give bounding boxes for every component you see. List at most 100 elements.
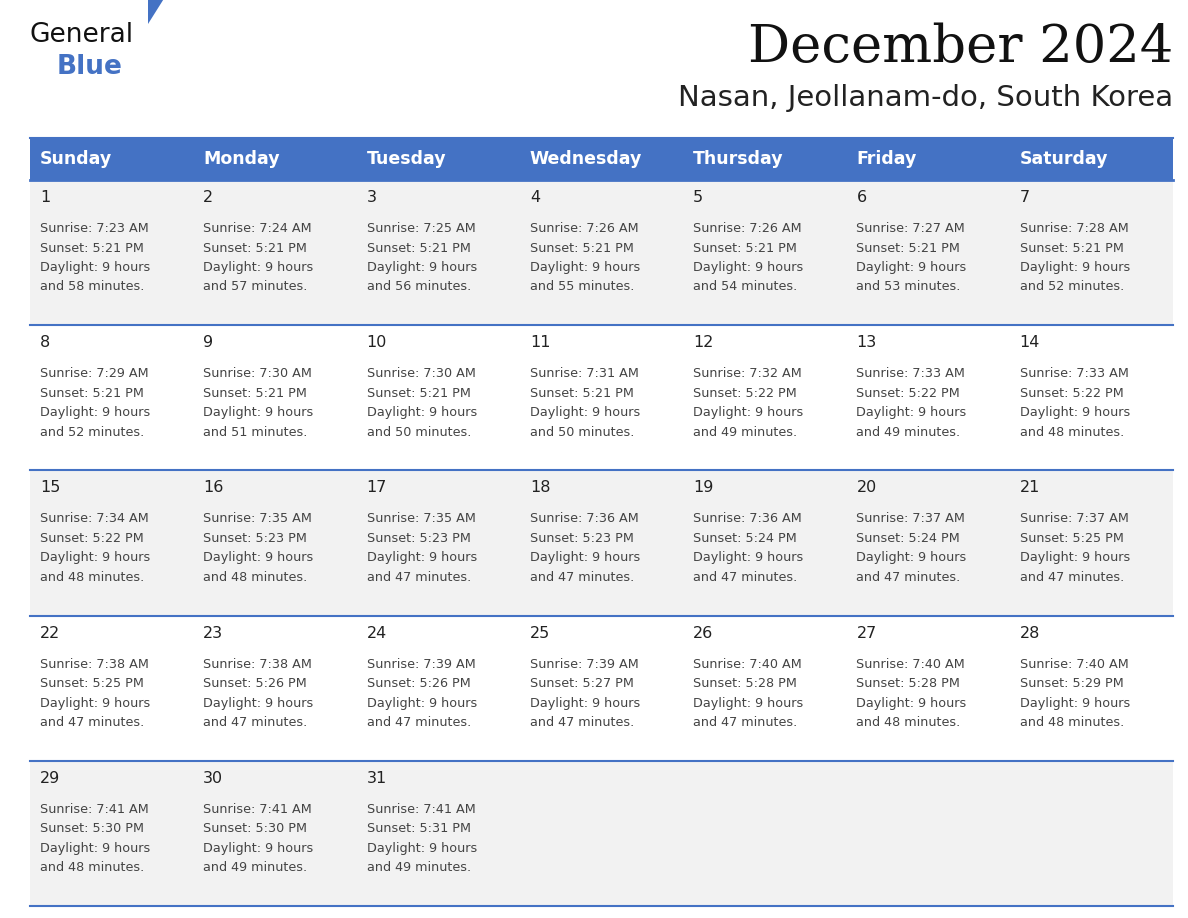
Text: Sunrise: 7:36 AM: Sunrise: 7:36 AM (693, 512, 802, 525)
Text: 6: 6 (857, 190, 866, 205)
Text: Daylight: 9 hours: Daylight: 9 hours (1019, 406, 1130, 420)
Text: and 47 minutes.: and 47 minutes. (857, 571, 961, 584)
Text: Sunset: 5:28 PM: Sunset: 5:28 PM (857, 677, 960, 690)
Text: Sunrise: 7:41 AM: Sunrise: 7:41 AM (40, 803, 148, 816)
Text: Sunset: 5:24 PM: Sunset: 5:24 PM (857, 532, 960, 545)
Text: Sunset: 5:21 PM: Sunset: 5:21 PM (530, 241, 633, 254)
Text: 24: 24 (367, 625, 387, 641)
Text: 10: 10 (367, 335, 387, 350)
Text: Daylight: 9 hours: Daylight: 9 hours (367, 697, 476, 710)
Text: Daylight: 9 hours: Daylight: 9 hours (857, 697, 967, 710)
Text: 26: 26 (693, 625, 713, 641)
Text: Daylight: 9 hours: Daylight: 9 hours (857, 406, 967, 420)
Bar (30, 470, 1173, 616)
Bar (1010, 138, 1173, 180)
Text: Daylight: 9 hours: Daylight: 9 hours (203, 842, 314, 855)
Text: Sunrise: 7:37 AM: Sunrise: 7:37 AM (1019, 512, 1129, 525)
Text: Wednesday: Wednesday (530, 150, 643, 168)
Text: Sunrise: 7:41 AM: Sunrise: 7:41 AM (203, 803, 312, 816)
Text: Sunset: 5:21 PM: Sunset: 5:21 PM (203, 241, 308, 254)
Text: Sunset: 5:21 PM: Sunset: 5:21 PM (40, 386, 144, 399)
Text: Sunrise: 7:35 AM: Sunrise: 7:35 AM (203, 512, 312, 525)
Text: Thursday: Thursday (693, 150, 784, 168)
Text: Daylight: 9 hours: Daylight: 9 hours (693, 261, 803, 274)
Text: Daylight: 9 hours: Daylight: 9 hours (40, 406, 150, 420)
Text: and 53 minutes.: and 53 minutes. (857, 281, 961, 294)
Text: 13: 13 (857, 335, 877, 350)
Text: and 58 minutes.: and 58 minutes. (40, 281, 145, 294)
Text: Sunset: 5:30 PM: Sunset: 5:30 PM (203, 823, 308, 835)
Text: and 47 minutes.: and 47 minutes. (367, 571, 470, 584)
Text: Daylight: 9 hours: Daylight: 9 hours (693, 697, 803, 710)
Text: Sunset: 5:21 PM: Sunset: 5:21 PM (693, 241, 797, 254)
Text: Sunrise: 7:30 AM: Sunrise: 7:30 AM (203, 367, 312, 380)
Text: Tuesday: Tuesday (367, 150, 447, 168)
Text: Monday: Monday (203, 150, 280, 168)
Bar (356, 138, 520, 180)
Text: 15: 15 (40, 480, 61, 496)
Text: Sunset: 5:23 PM: Sunset: 5:23 PM (367, 532, 470, 545)
Text: Sunrise: 7:32 AM: Sunrise: 7:32 AM (693, 367, 802, 380)
Text: 31: 31 (367, 771, 387, 786)
Text: and 47 minutes.: and 47 minutes. (40, 716, 144, 729)
Text: 22: 22 (40, 625, 61, 641)
Text: and 48 minutes.: and 48 minutes. (1019, 716, 1124, 729)
Text: 18: 18 (530, 480, 550, 496)
Text: Daylight: 9 hours: Daylight: 9 hours (367, 406, 476, 420)
Text: and 54 minutes.: and 54 minutes. (693, 281, 797, 294)
Text: Sunset: 5:27 PM: Sunset: 5:27 PM (530, 677, 633, 690)
Text: Friday: Friday (857, 150, 917, 168)
Text: 12: 12 (693, 335, 714, 350)
Text: and 47 minutes.: and 47 minutes. (530, 571, 634, 584)
Text: and 49 minutes.: and 49 minutes. (367, 861, 470, 874)
Text: Sunrise: 7:41 AM: Sunrise: 7:41 AM (367, 803, 475, 816)
Text: Sunrise: 7:39 AM: Sunrise: 7:39 AM (367, 657, 475, 671)
Text: and 49 minutes.: and 49 minutes. (693, 426, 797, 439)
Text: Sunset: 5:25 PM: Sunset: 5:25 PM (40, 677, 144, 690)
Text: 28: 28 (1019, 625, 1040, 641)
Text: Sunrise: 7:26 AM: Sunrise: 7:26 AM (693, 222, 802, 235)
Text: and 50 minutes.: and 50 minutes. (367, 426, 470, 439)
Text: and 56 minutes.: and 56 minutes. (367, 281, 470, 294)
Text: 8: 8 (40, 335, 50, 350)
Text: 27: 27 (857, 625, 877, 641)
Text: 9: 9 (203, 335, 214, 350)
Bar (30, 616, 1173, 761)
Text: Daylight: 9 hours: Daylight: 9 hours (367, 552, 476, 565)
Text: and 50 minutes.: and 50 minutes. (530, 426, 634, 439)
Bar (30, 325, 1173, 470)
Text: Daylight: 9 hours: Daylight: 9 hours (857, 552, 967, 565)
Text: and 48 minutes.: and 48 minutes. (40, 861, 144, 874)
Bar (683, 138, 846, 180)
Text: Sunrise: 7:40 AM: Sunrise: 7:40 AM (1019, 657, 1129, 671)
Text: 3: 3 (367, 190, 377, 205)
Text: and 47 minutes.: and 47 minutes. (203, 716, 308, 729)
Text: and 51 minutes.: and 51 minutes. (203, 426, 308, 439)
Text: Daylight: 9 hours: Daylight: 9 hours (367, 261, 476, 274)
Text: Sunset: 5:26 PM: Sunset: 5:26 PM (203, 677, 307, 690)
Polygon shape (147, 0, 165, 24)
Text: and 47 minutes.: and 47 minutes. (367, 716, 470, 729)
Text: Daylight: 9 hours: Daylight: 9 hours (693, 552, 803, 565)
Text: and 47 minutes.: and 47 minutes. (693, 716, 797, 729)
Text: Daylight: 9 hours: Daylight: 9 hours (857, 261, 967, 274)
Text: Sunset: 5:30 PM: Sunset: 5:30 PM (40, 823, 144, 835)
Text: Sunrise: 7:28 AM: Sunrise: 7:28 AM (1019, 222, 1129, 235)
Text: Sunset: 5:22 PM: Sunset: 5:22 PM (857, 386, 960, 399)
Text: Sunrise: 7:31 AM: Sunrise: 7:31 AM (530, 367, 639, 380)
Text: Sunset: 5:25 PM: Sunset: 5:25 PM (1019, 532, 1124, 545)
Text: Daylight: 9 hours: Daylight: 9 hours (40, 261, 150, 274)
Text: Sunset: 5:23 PM: Sunset: 5:23 PM (203, 532, 308, 545)
Text: Sunset: 5:21 PM: Sunset: 5:21 PM (530, 386, 633, 399)
Text: 23: 23 (203, 625, 223, 641)
Bar (194, 138, 356, 180)
Text: Daylight: 9 hours: Daylight: 9 hours (530, 406, 640, 420)
Text: Sunset: 5:29 PM: Sunset: 5:29 PM (1019, 677, 1124, 690)
Text: Sunrise: 7:29 AM: Sunrise: 7:29 AM (40, 367, 148, 380)
Text: Daylight: 9 hours: Daylight: 9 hours (40, 697, 150, 710)
Text: General: General (30, 22, 134, 48)
Text: Sunrise: 7:39 AM: Sunrise: 7:39 AM (530, 657, 639, 671)
Text: Daylight: 9 hours: Daylight: 9 hours (203, 261, 314, 274)
Text: 30: 30 (203, 771, 223, 786)
Text: Sunrise: 7:23 AM: Sunrise: 7:23 AM (40, 222, 148, 235)
